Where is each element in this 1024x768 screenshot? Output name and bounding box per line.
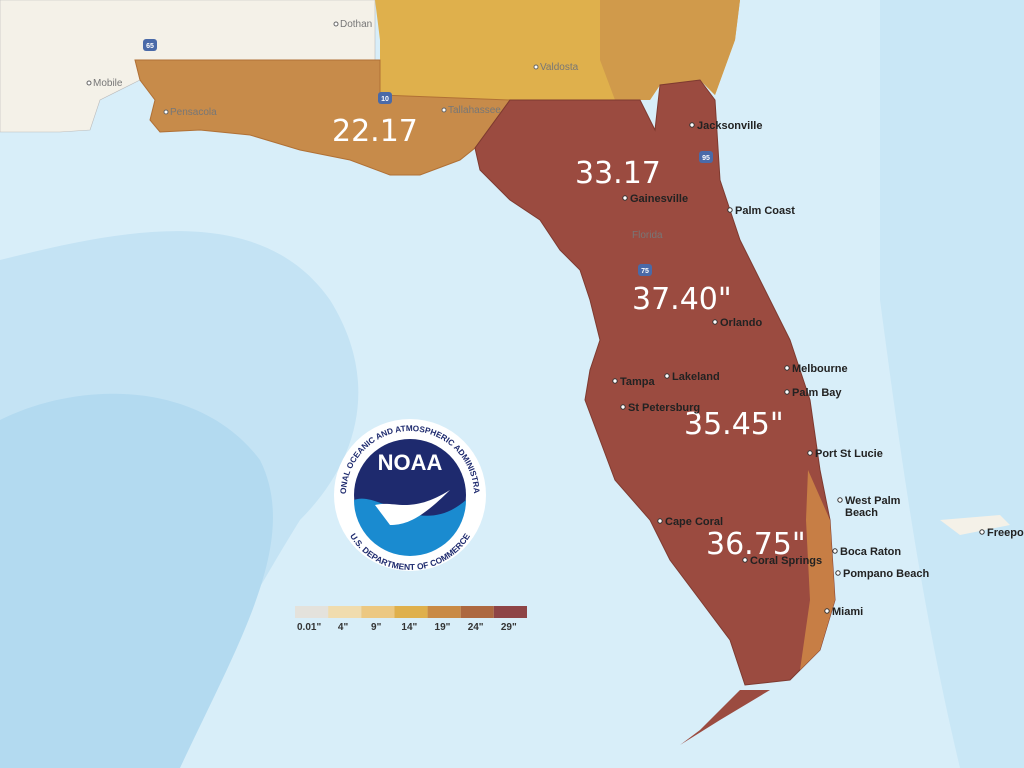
legend-label: 19" [435, 622, 451, 633]
city-label: Tampa [620, 376, 656, 388]
city-dot [727, 207, 733, 213]
legend-label: 29" [501, 622, 517, 633]
place-label: Dothan [340, 19, 372, 30]
city-dot [689, 122, 695, 128]
place-label: Tallahassee [448, 105, 501, 116]
labels: 10 65 95 75 Tallahassee Pensacola Valdosta Doth… [86, 19, 1024, 633]
place-dot [333, 21, 339, 27]
city-dot [712, 319, 718, 325]
deep-water [0, 393, 273, 768]
legend-swatch [295, 606, 329, 618]
highway-shield [143, 39, 157, 51]
legend-swatch [328, 606, 362, 618]
city-dot [612, 378, 618, 384]
legend-label: 0.01" [297, 622, 321, 633]
legend-swatch [394, 606, 428, 618]
city-label: Jacksonville [697, 120, 762, 132]
deep-water [880, 0, 1024, 768]
region-value: 35.45" [684, 407, 784, 442]
city-dot [979, 529, 985, 535]
highway-number: 65 [146, 43, 154, 50]
city-dot [622, 195, 628, 201]
city-dot [742, 557, 748, 563]
region-value: 33.17 [575, 156, 661, 191]
highway-shield [378, 92, 392, 104]
city-label: Boca Raton [840, 546, 901, 558]
highway-number: 10 [381, 96, 389, 103]
land [0, 0, 376, 133]
city-dot [664, 373, 670, 379]
city-dot [620, 404, 626, 410]
bahamas [940, 515, 1010, 535]
region-peninsula [474, 79, 836, 686]
city-label: St Petersburg [628, 402, 700, 414]
city-dot [784, 389, 790, 395]
highway-number: 75 [641, 268, 649, 275]
region-coast [800, 470, 835, 670]
legend-label: 9" [371, 622, 382, 633]
logo-name: NOAA [378, 450, 443, 475]
city-label: Miami [832, 606, 863, 618]
city-label: Palm Bay [792, 387, 842, 399]
city-label: Port St Lucie [815, 448, 883, 460]
city-label: West Palm [845, 495, 901, 507]
city-label: Lakeland [672, 371, 720, 383]
region-value: 37.40" [632, 282, 732, 317]
city-dot [832, 548, 838, 554]
highway-number: 95 [702, 155, 710, 162]
place-label: Mobile [93, 78, 123, 89]
city-label: Coral Springs [750, 555, 822, 567]
highway-shield [699, 151, 713, 163]
city-dot [784, 365, 790, 371]
place-dot [441, 107, 447, 113]
city-label: Cape Coral [665, 516, 723, 528]
city-label: Palm Coast [735, 205, 795, 217]
legend-label: 14" [401, 622, 417, 633]
legend-swatch [460, 606, 494, 618]
city-label: Pompano Beach [843, 568, 929, 580]
region-value: 36.75" [706, 527, 806, 562]
city-dot [824, 608, 830, 614]
region-panhandle [134, 59, 511, 176]
highway-shield [638, 264, 652, 276]
city-dot [835, 570, 841, 576]
city-dot [807, 450, 813, 456]
place-dot [533, 64, 539, 70]
legend-swatch [361, 606, 395, 618]
city-dot [837, 497, 843, 503]
legend-label: 24" [468, 622, 484, 633]
legend-swatch [427, 606, 461, 618]
city-dot [657, 518, 663, 524]
place-dot [86, 80, 92, 86]
place-label: Valdosta [540, 62, 579, 73]
city-label: Melbourne [792, 363, 848, 375]
city-label: Orlando [720, 317, 762, 329]
city-label: Gainesville [630, 193, 688, 205]
region-georgia-east [600, 0, 740, 100]
place-dot [163, 109, 169, 115]
city-label: Beach [845, 507, 878, 519]
place-label: Pensacola [170, 107, 217, 118]
place-label: Florida [632, 230, 663, 241]
legend-swatch [493, 606, 527, 618]
city-label: Freeport [987, 527, 1024, 539]
region-value: 22.17 [332, 114, 418, 149]
logo-bird [375, 490, 450, 525]
legend-label: 4" [338, 622, 349, 633]
